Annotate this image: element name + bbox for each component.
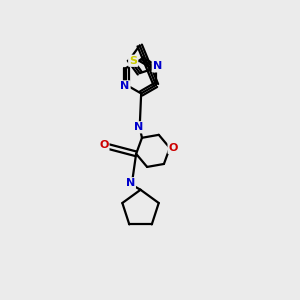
Text: N: N [153,61,162,71]
Text: O: O [169,143,178,153]
Text: N: N [120,81,130,92]
Text: O: O [99,140,108,150]
Text: N: N [126,178,135,188]
Text: N: N [134,122,143,132]
Text: S: S [129,56,137,66]
